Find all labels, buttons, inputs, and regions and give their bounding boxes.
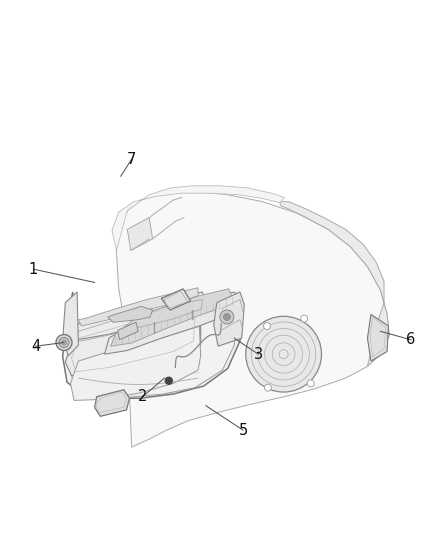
Text: 6: 6 [406, 332, 416, 348]
Text: 1: 1 [29, 262, 38, 277]
Polygon shape [214, 292, 244, 346]
Polygon shape [112, 185, 285, 251]
Polygon shape [118, 322, 138, 340]
Text: 4: 4 [31, 338, 40, 354]
Polygon shape [161, 289, 191, 310]
Text: 3: 3 [254, 346, 263, 362]
Polygon shape [63, 292, 242, 398]
Polygon shape [280, 201, 389, 366]
Circle shape [223, 313, 230, 320]
Circle shape [300, 315, 307, 322]
Polygon shape [108, 306, 152, 322]
Circle shape [307, 380, 314, 387]
Polygon shape [127, 217, 152, 251]
Circle shape [61, 340, 67, 345]
Polygon shape [105, 292, 240, 354]
Text: 5: 5 [238, 423, 247, 438]
Circle shape [264, 322, 271, 329]
Text: 7: 7 [127, 152, 136, 167]
Circle shape [165, 377, 172, 384]
Polygon shape [71, 326, 201, 400]
Polygon shape [117, 191, 389, 447]
Polygon shape [73, 292, 205, 340]
Text: 2: 2 [138, 389, 147, 404]
Circle shape [56, 335, 72, 351]
Polygon shape [111, 289, 232, 346]
Circle shape [59, 337, 69, 348]
Polygon shape [78, 288, 198, 326]
Circle shape [220, 310, 234, 324]
Polygon shape [95, 390, 130, 416]
Polygon shape [367, 314, 389, 361]
Polygon shape [65, 308, 201, 375]
Polygon shape [63, 292, 78, 356]
Circle shape [246, 316, 321, 392]
Circle shape [265, 384, 272, 391]
